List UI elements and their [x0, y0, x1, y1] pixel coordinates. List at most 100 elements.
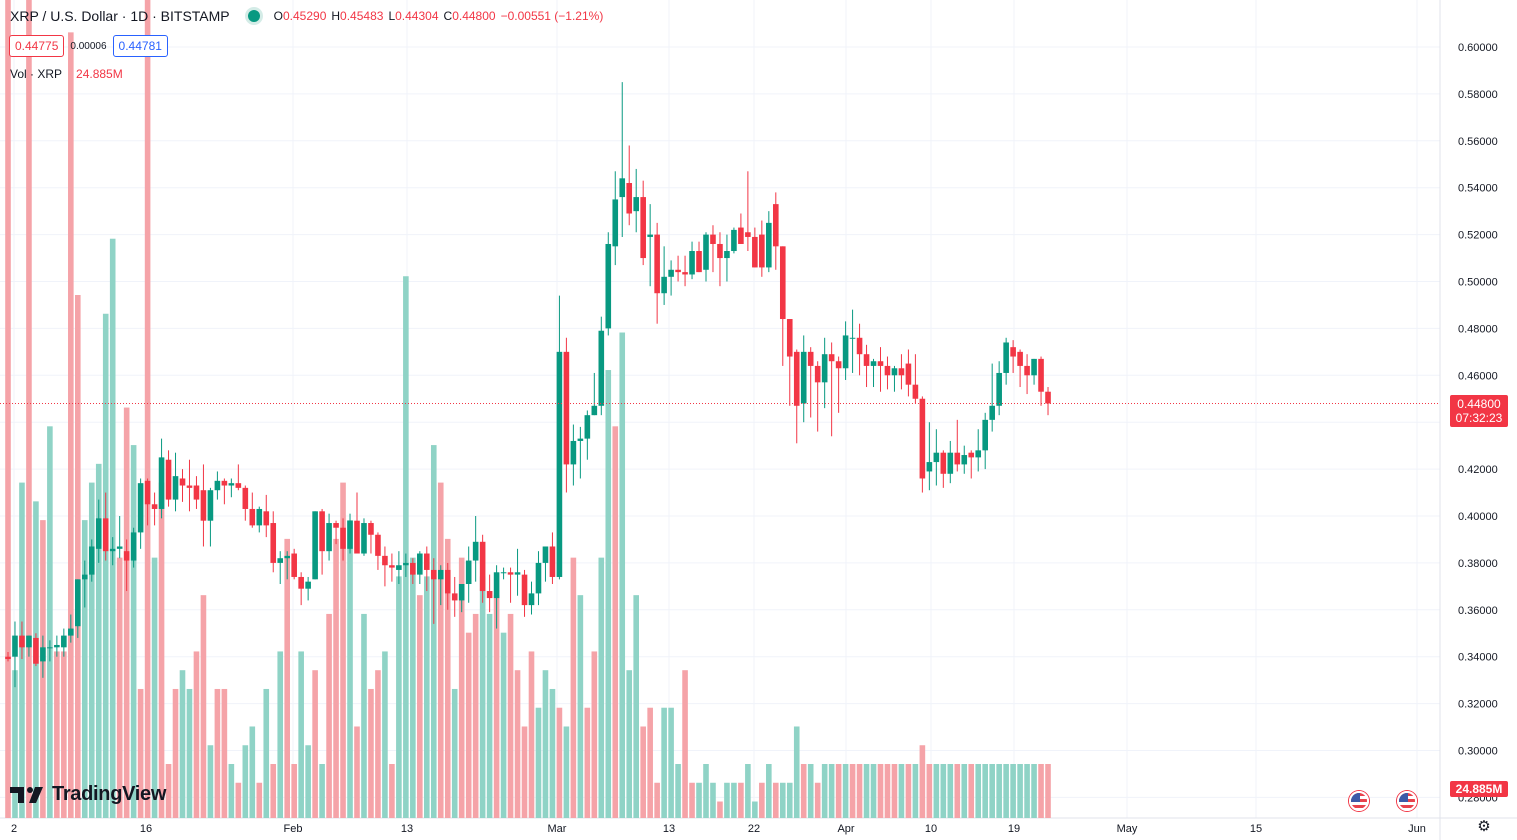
volume-bar	[200, 595, 207, 818]
volume-bar	[123, 407, 130, 818]
volume-bar	[109, 238, 116, 819]
volume-bar	[500, 632, 507, 818]
candle-body	[158, 457, 165, 509]
volume-bar	[242, 745, 249, 818]
time-tick-label: Apr	[837, 823, 854, 835]
volume-bar	[982, 764, 988, 818]
volume-bar	[333, 538, 339, 818]
volume-bar	[326, 613, 332, 818]
candle-body	[354, 520, 360, 554]
sell-price-button[interactable]: 0.44775	[9, 35, 65, 57]
candle-body	[54, 644, 60, 648]
price-tick-label: 0.60000	[1458, 42, 1498, 54]
volume-bar	[779, 782, 786, 818]
volume-bar	[738, 782, 744, 818]
volume-bar	[102, 313, 109, 818]
candle-body	[703, 234, 709, 270]
volume-bar	[472, 613, 479, 818]
ohlc-values: O0.45290 H0.45483 L0.44304 C0.44800 −0.0…	[274, 9, 604, 23]
candle-body	[403, 562, 409, 566]
candle-body	[95, 518, 102, 549]
volume-bar	[1038, 764, 1044, 818]
time-tick-label: 2	[11, 823, 17, 835]
candle-body	[891, 368, 898, 376]
us-flag-event-icon[interactable]	[1397, 791, 1417, 811]
volume-bar	[703, 764, 709, 818]
candle-body	[186, 485, 193, 488]
time-tick-label: 10	[925, 823, 937, 835]
candle-body	[151, 504, 158, 509]
candle-body	[88, 546, 95, 575]
candle-body	[1024, 365, 1030, 376]
price-tick-label: 0.32000	[1458, 699, 1498, 711]
volume-bar	[786, 782, 793, 818]
candle-body	[228, 483, 235, 486]
tradingview-logo[interactable]: TradingView	[10, 783, 166, 806]
candle-body	[123, 551, 130, 561]
time-tick-label: May	[1117, 823, 1138, 835]
volume-bar	[389, 764, 395, 818]
price-tick-label: 0.34000	[1458, 652, 1498, 664]
volume-bar	[975, 764, 982, 818]
volume-bar	[654, 782, 660, 818]
candle-body	[165, 459, 172, 500]
volume-bar	[214, 688, 221, 818]
candle-body	[675, 269, 681, 273]
volume-bar	[207, 745, 214, 818]
candle-body	[877, 361, 884, 366]
ohlc-high: H0.45483	[331, 9, 384, 23]
candle-body	[347, 520, 353, 549]
candle-body	[172, 476, 179, 500]
volume-bar	[828, 764, 835, 818]
settings-gear-icon[interactable]: ⚙	[1477, 818, 1491, 835]
candle-body	[193, 485, 200, 500]
volume-bar	[954, 764, 961, 818]
volume-bar	[800, 764, 807, 818]
spread-value: 0.00006	[70, 40, 107, 52]
volume-bar	[1024, 764, 1030, 818]
candle-body	[68, 628, 74, 636]
volume-bar	[661, 707, 667, 818]
volume-bar	[458, 557, 465, 818]
candle-body	[668, 269, 674, 277]
candle-body	[835, 361, 842, 369]
candle-body	[102, 518, 109, 552]
candle-body	[417, 553, 423, 575]
candle-body	[731, 229, 737, 252]
candle-body	[814, 365, 821, 383]
candle-body	[19, 635, 25, 648]
symbol-title[interactable]: XRP / U.S. Dollar · 1D · BITSTAMP	[10, 8, 230, 24]
volume-bar	[116, 557, 123, 818]
time-tick-label: Feb	[284, 823, 303, 835]
volume-bar	[1045, 764, 1051, 818]
volume-bar	[619, 332, 626, 818]
candle-body	[612, 199, 619, 247]
us-flag-event-icon[interactable]	[1349, 791, 1369, 811]
tradingview-logo-icon	[10, 786, 43, 803]
candle-body	[989, 405, 995, 420]
volume-bar	[849, 764, 856, 818]
buy-price-button[interactable]: 0.44781	[112, 35, 168, 57]
candle-body	[207, 490, 214, 521]
candle-body	[47, 647, 53, 649]
candle-body	[577, 438, 584, 441]
volume-bar	[451, 688, 458, 818]
volume-bar	[682, 670, 688, 818]
volume-bar	[75, 295, 81, 818]
volume-bar	[668, 707, 674, 818]
candle-body	[396, 565, 402, 570]
ohlc-change: −0.00551 (−1.21%)	[500, 9, 604, 23]
volume-bar	[870, 764, 877, 818]
volume-bar	[68, 32, 74, 819]
volume-bar	[933, 764, 940, 818]
candle-body	[626, 183, 633, 214]
candle-body	[598, 330, 605, 406]
candle-body	[458, 584, 465, 601]
volume-bar	[319, 764, 325, 818]
candle-body	[968, 452, 975, 458]
candle-body	[61, 635, 67, 648]
volume-bar	[584, 707, 591, 818]
volume-legend[interactable]: Vol · XRP 24.885M	[10, 67, 123, 81]
volume-bar	[5, 0, 11, 819]
